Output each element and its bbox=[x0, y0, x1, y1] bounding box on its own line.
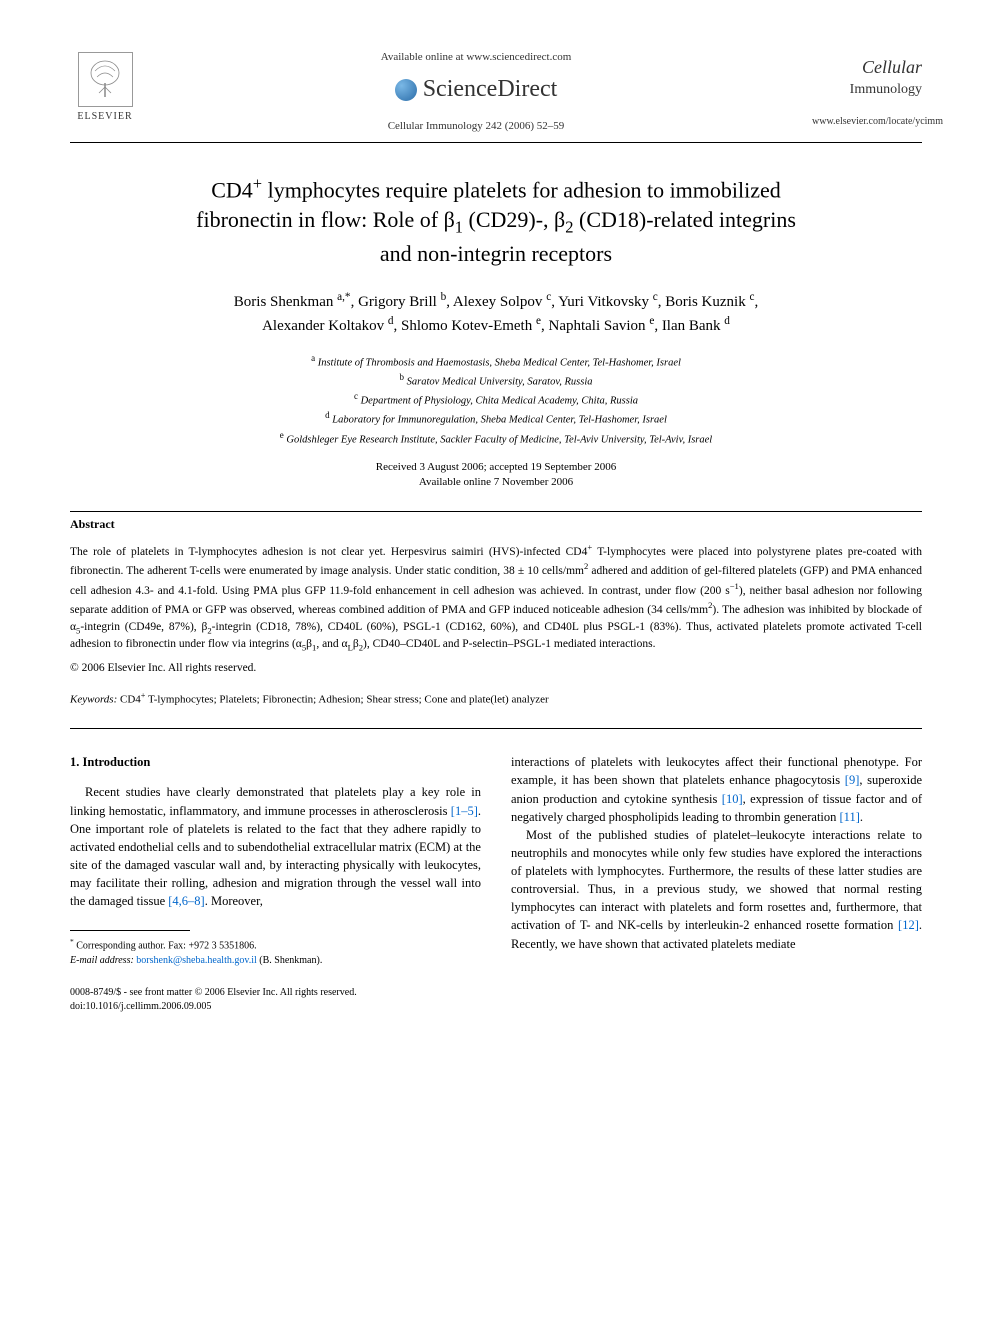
affiliation-e: e Goldshleger Eye Research Institute, Sa… bbox=[70, 429, 922, 448]
received-date: Received 3 August 2006; accepted 19 Sept… bbox=[70, 460, 922, 475]
title-sub: 1 bbox=[455, 218, 463, 237]
abstract-body: The role of platelets in T-lymphocytes a… bbox=[70, 541, 922, 655]
author: Boris Shenkman bbox=[234, 294, 337, 310]
author: , Naphtali Savion bbox=[541, 318, 649, 334]
journal-reference: Cellular Immunology 242 (2006) 52–59 bbox=[140, 119, 812, 134]
title-part: and non-integrin receptors bbox=[380, 241, 612, 266]
affiliation-d: d Laboratory for Immunoregulation, Sheba… bbox=[70, 409, 922, 428]
keywords: Keywords: CD4+ T-lymphocytes; Platelets;… bbox=[70, 690, 922, 708]
intro-paragraph-3: Most of the published studies of platele… bbox=[511, 826, 922, 953]
elsevier-tree-icon bbox=[78, 52, 133, 107]
footnotes: * Corresponding author. Fax: +972 3 5351… bbox=[70, 937, 481, 967]
elsevier-logo: ELSEVIER bbox=[70, 52, 140, 132]
sciencedirect-logo: ScienceDirect bbox=[140, 73, 812, 107]
footer: 0008-8749/$ - see front matter © 2006 El… bbox=[70, 986, 922, 1014]
abstract-copyright: © 2006 Elsevier Inc. All rights reserved… bbox=[70, 660, 922, 676]
title-sup: + bbox=[253, 174, 262, 193]
affiliations: a Institute of Thrombosis and Haemostasi… bbox=[70, 352, 922, 448]
intro-paragraph-2: interactions of platelets with leukocyte… bbox=[511, 753, 922, 826]
author-affil: c bbox=[749, 291, 754, 303]
author-affil: a,* bbox=[337, 291, 350, 303]
title-part: (CD29)-, β bbox=[463, 207, 565, 232]
center-header: Available online at www.sciencedirect.co… bbox=[140, 50, 812, 134]
author: , Yuri Vitkovsky bbox=[551, 294, 653, 310]
sciencedirect-text: ScienceDirect bbox=[423, 73, 558, 107]
article-title: CD4+ lymphocytes require platelets for a… bbox=[110, 173, 882, 268]
title-part: lymphocytes require platelets for adhesi… bbox=[262, 178, 781, 203]
author: , Ilan Bank bbox=[654, 318, 724, 334]
footnote-separator bbox=[70, 930, 190, 931]
journal-url: www.elsevier.com/locate/ycimm bbox=[812, 115, 922, 129]
doi-line: doi:10.1016/j.cellimm.2006.09.005 bbox=[70, 1000, 357, 1014]
title-part: (CD18)-related integrins bbox=[574, 207, 796, 232]
title-part: CD4 bbox=[211, 178, 253, 203]
affiliation-b: b Saratov Medical University, Saratov, R… bbox=[70, 371, 922, 390]
online-date: Available online 7 November 2006 bbox=[70, 475, 922, 490]
elsevier-label: ELSEVIER bbox=[77, 110, 132, 124]
intro-paragraph-1: Recent studies have clearly demonstrated… bbox=[70, 783, 481, 910]
introduction-heading: 1. Introduction bbox=[70, 753, 481, 771]
ref-link[interactable]: [1–5] bbox=[451, 804, 478, 818]
sciencedirect-ball-icon bbox=[395, 79, 417, 101]
keywords-label: Keywords: bbox=[70, 694, 117, 706]
header-divider bbox=[70, 142, 922, 143]
body-columns: 1. Introduction Recent studies have clea… bbox=[70, 753, 922, 967]
affiliation-a: a Institute of Thrombosis and Haemostasi… bbox=[70, 352, 922, 371]
email-line: E-mail address: borshenk@sheba.health.go… bbox=[70, 954, 481, 968]
corresponding-author: * Corresponding author. Fax: +972 3 5351… bbox=[70, 937, 481, 953]
ref-link[interactable]: [11] bbox=[840, 810, 860, 824]
journal-logo-block: Cellular Immunology www.elsevier.com/loc… bbox=[812, 55, 922, 129]
available-online-text: Available online at www.sciencedirect.co… bbox=[140, 50, 812, 65]
journal-name-immunology: Immunology bbox=[812, 80, 922, 100]
author: , Grigory Brill bbox=[351, 294, 441, 310]
left-column: 1. Introduction Recent studies have clea… bbox=[70, 753, 481, 967]
author: , Alexey Solpov bbox=[446, 294, 546, 310]
title-part: fibronectin in flow: Role of β bbox=[196, 207, 455, 232]
abstract-top-divider bbox=[70, 511, 922, 512]
ref-link[interactable]: [9] bbox=[845, 773, 860, 787]
authors-list: Boris Shenkman a,*, Grigory Brill b, Ale… bbox=[100, 289, 892, 338]
journal-name-cellular: Cellular bbox=[812, 55, 922, 80]
email-link[interactable]: borshenk@sheba.health.gov.il bbox=[134, 955, 257, 966]
keywords-divider bbox=[70, 728, 922, 729]
footer-left: 0008-8749/$ - see front matter © 2006 El… bbox=[70, 986, 357, 1014]
title-sub: 2 bbox=[565, 218, 573, 237]
author: Alexander Koltakov bbox=[262, 318, 388, 334]
abstract-heading: Abstract bbox=[70, 516, 922, 533]
ref-link[interactable]: [10] bbox=[722, 792, 743, 806]
header-row: ELSEVIER Available online at www.science… bbox=[70, 50, 922, 134]
right-column: interactions of platelets with leukocyte… bbox=[511, 753, 922, 967]
ref-link[interactable]: [4,6–8] bbox=[168, 894, 204, 908]
ref-link[interactable]: [12] bbox=[898, 918, 919, 932]
author: , Shlomo Kotev-Emeth bbox=[393, 318, 536, 334]
author: , Boris Kuznik bbox=[658, 294, 750, 310]
author-affil: d bbox=[724, 315, 730, 327]
article-dates: Received 3 August 2006; accepted 19 Sept… bbox=[70, 460, 922, 491]
affiliation-c: c Department of Physiology, Chita Medica… bbox=[70, 390, 922, 409]
issn-line: 0008-8749/$ - see front matter © 2006 El… bbox=[70, 986, 357, 1000]
